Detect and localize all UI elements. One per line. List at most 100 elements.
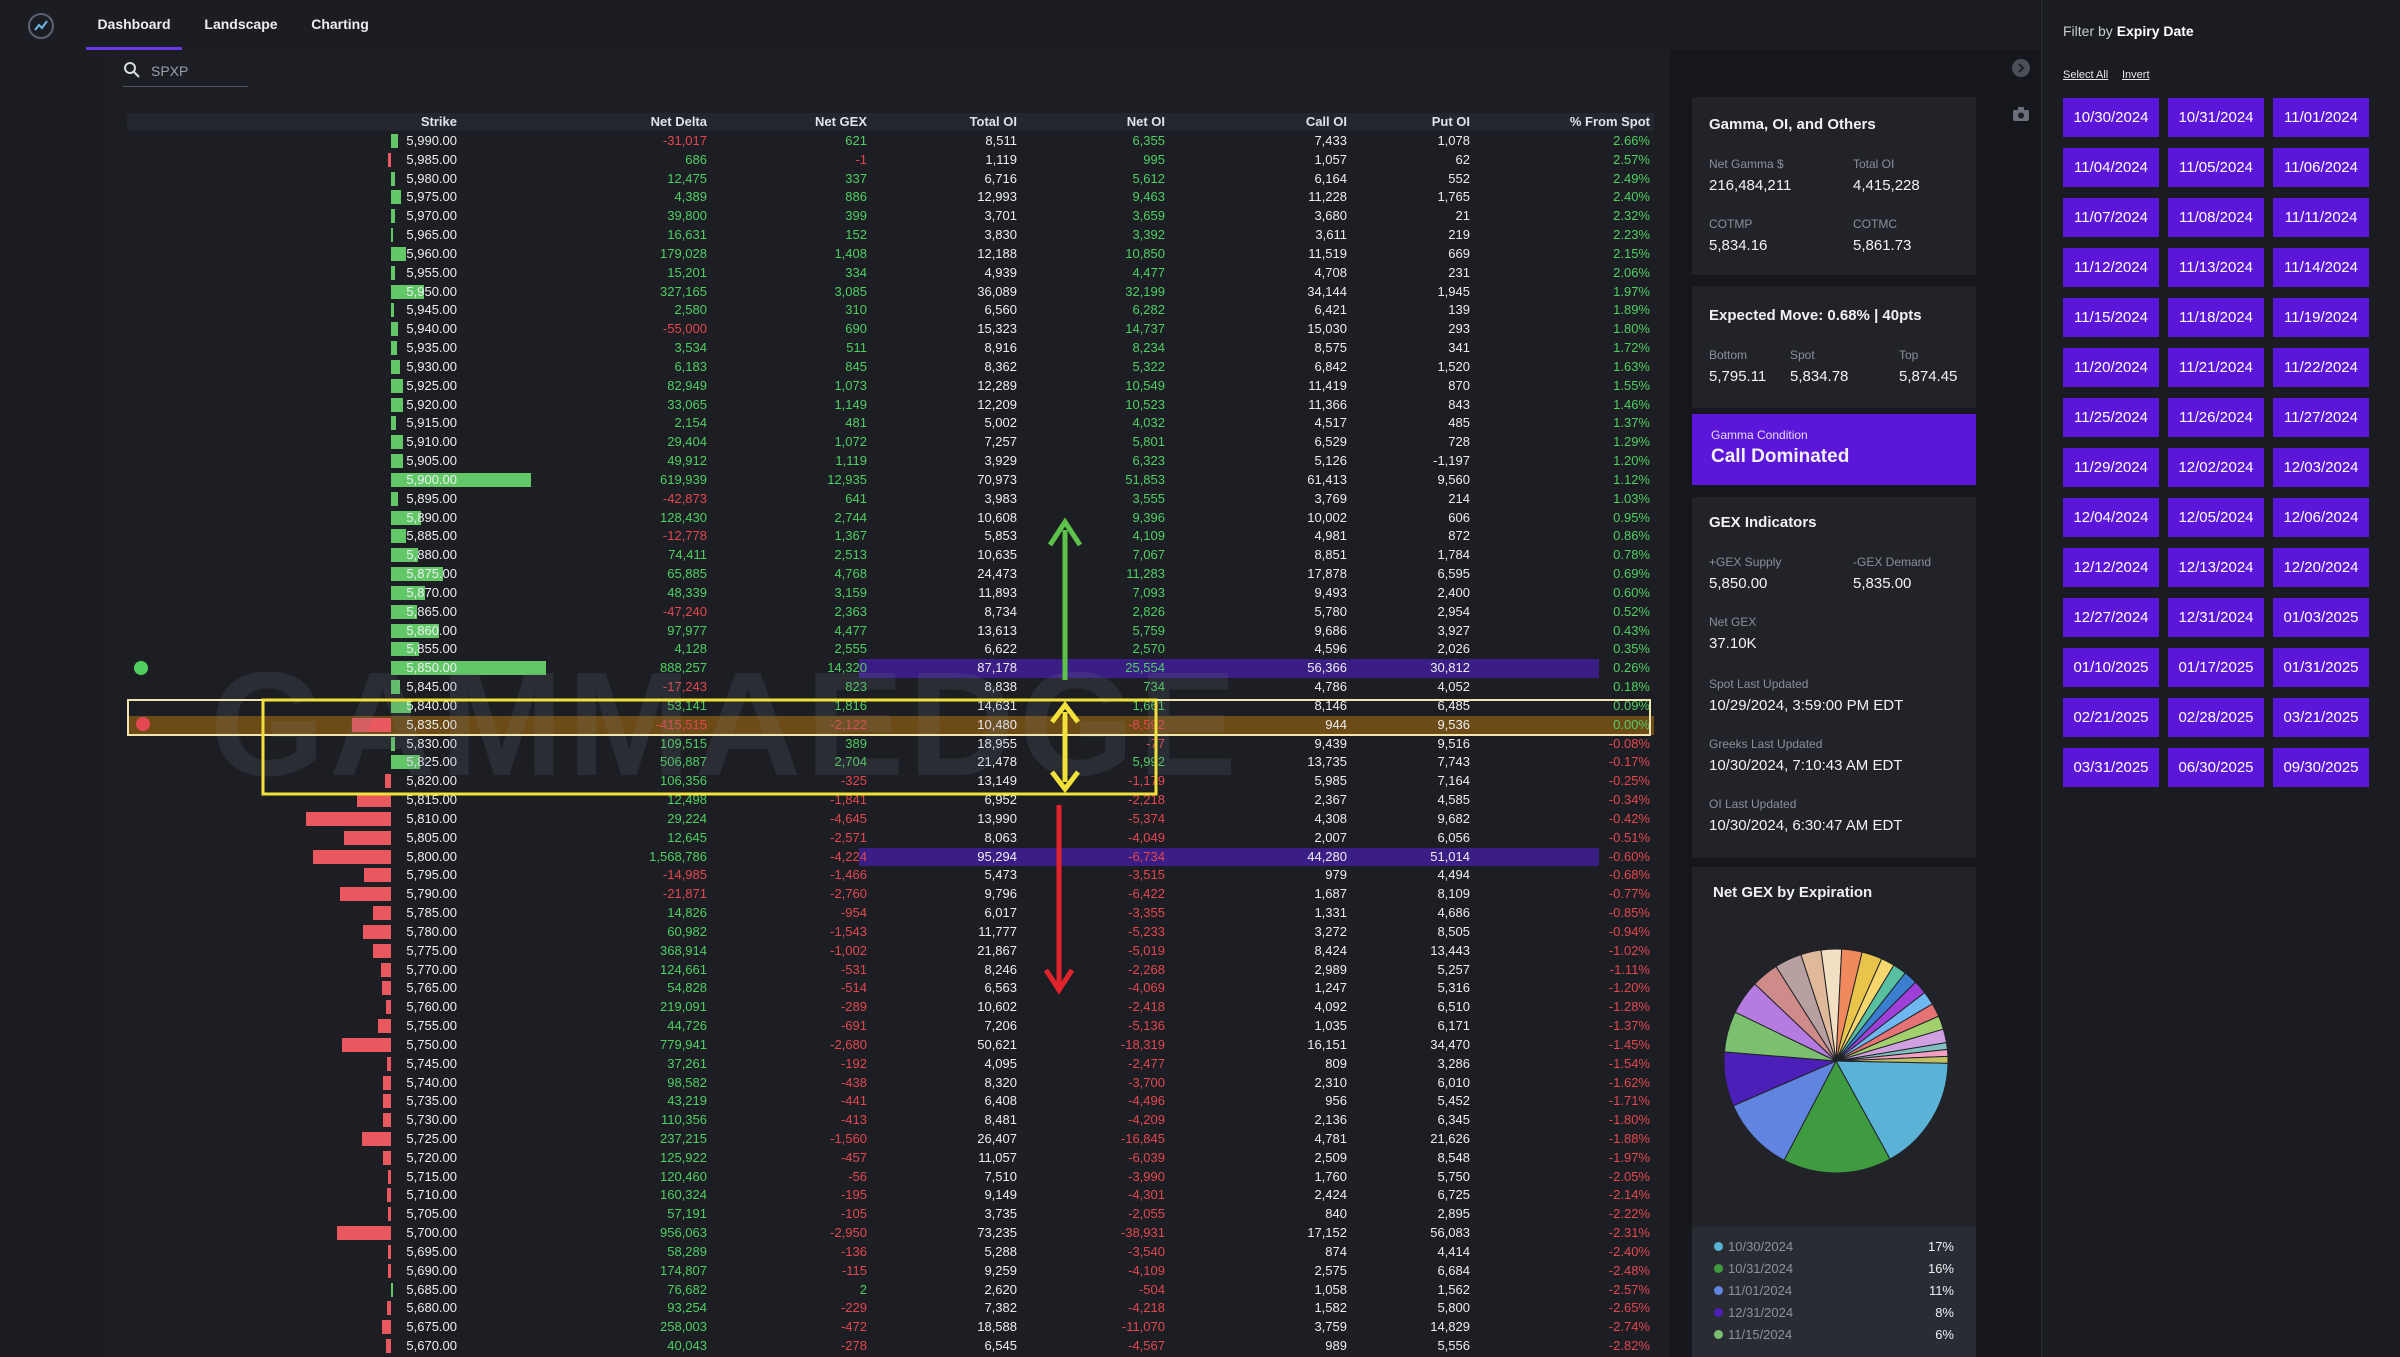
expiry-date-button[interactable]: 11/11/2024 [2273, 198, 2369, 237]
expiry-date-button[interactable]: 12/12/2024 [2063, 548, 2159, 587]
table-row[interactable]: 5,675.00 258,003 -472 18,588 -11,070 3,759 14,… [127, 1318, 1654, 1337]
table-row[interactable]: 5,680.00 93,254 -229 7,382 -4,218 1,582 5,800 -… [127, 1299, 1654, 1318]
select-all-link[interactable]: Select All [2063, 69, 2109, 81]
table-row[interactable]: 5,980.00 12,475 337 6,716 5,612 6,164 552 2.49% [127, 170, 1654, 189]
legend-item[interactable]: 11/15/2024 6% [1714, 1325, 1954, 1345]
table-row[interactable]: 5,735.00 43,219 -441 6,408 -4,496 956 5,452 -1.… [127, 1092, 1654, 1111]
expiry-date-button[interactable]: 12/04/2024 [2063, 498, 2159, 537]
expiry-date-button[interactable]: 12/02/2024 [2168, 448, 2264, 487]
column-header-net-delta[interactable]: Net Delta [650, 114, 707, 129]
table-row[interactable]: 5,740.00 98,582 -438 8,320 -3,700 2,310 6,010 -… [127, 1074, 1654, 1093]
table-row[interactable]: 5,805.00 12,645 -2,571 8,063 -4,049 2,007 6,05… [127, 829, 1654, 848]
table-row[interactable]: 5,940.00 -55,000 690 15,323 14,737 15,030 293 1… [127, 320, 1654, 339]
table-row[interactable]: 5,985.00 686 -1 1,119 995 1,057 62 2.57% [127, 151, 1654, 170]
expiry-date-button[interactable]: 06/30/2025 [2168, 748, 2264, 787]
column-header-strike[interactable]: Strike [420, 114, 457, 129]
expiry-date-button[interactable]: 12/31/2024 [2168, 598, 2264, 637]
table-row[interactable]: 5,715.00 120,460 -56 7,510 -3,990 1,760 5,750 -… [127, 1168, 1654, 1187]
table-row[interactable]: 5,695.00 58,289 -136 5,288 -3,540 874 4,414 -2.… [127, 1243, 1654, 1262]
expiry-date-button[interactable]: 11/05/2024 [2168, 148, 2264, 187]
table-row[interactable]: 5,800.00 1,568,786 -4,224 95,294 -6,734 44,28… [127, 847, 1654, 867]
expiry-date-button[interactable]: 03/31/2025 [2063, 748, 2159, 787]
pie-slice[interactable] [1835, 1055, 1949, 1064]
expiry-date-button[interactable]: 11/22/2024 [2273, 348, 2369, 387]
table-row[interactable]: 5,890.00 128,430 2,744 10,608 9,396 10,002 606… [127, 509, 1654, 528]
column-header-net-oi[interactable]: Net OI [1126, 114, 1165, 129]
table-row[interactable]: 5,845.00 -17,243 823 8,838 734 4,786 4,052 0.18… [127, 678, 1654, 697]
expiry-date-button[interactable]: 09/30/2025 [2273, 748, 2369, 787]
table-row[interactable]: 5,810.00 29,224 -4,645 13,990 -5,374 4,308 9,6… [127, 810, 1654, 829]
table-row[interactable]: 5,900.00 619,939 12,935 70,973 51,853 61,413 9… [127, 471, 1654, 490]
column-header-put-oi[interactable]: Put OI [1431, 114, 1470, 129]
table-row[interactable]: 5,730.00 110,356 -413 8,481 -4,209 2,136 6,345… [127, 1111, 1654, 1130]
expiry-date-button[interactable]: 03/21/2025 [2273, 698, 2369, 737]
table-row[interactable]: 5,790.00 -21,871 -2,760 9,796 -6,422 1,687 8,1… [127, 885, 1654, 904]
table-row[interactable]: 5,970.00 39,800 399 3,701 3,659 3,680 21 2.32% [127, 207, 1654, 226]
table-row[interactable]: 5,785.00 14,826 -954 6,017 -3,355 1,331 4,686 -… [127, 904, 1654, 923]
expiry-date-button[interactable]: 11/12/2024 [2063, 248, 2159, 287]
table-row[interactable]: 5,950.00 327,165 3,085 36,089 32,199 34,144 1,… [127, 283, 1654, 302]
table-row[interactable]: 5,760.00 219,091 -289 10,602 -2,418 4,092 6,51… [127, 998, 1654, 1017]
expiry-date-button[interactable]: 11/13/2024 [2168, 248, 2264, 287]
table-row[interactable]: 5,685.00 76,682 2 2,620 -504 1,058 1,562 -2.57% [127, 1281, 1654, 1300]
expiry-date-button[interactable]: 11/18/2024 [2168, 298, 2264, 337]
expiry-date-button[interactable]: 11/29/2024 [2063, 448, 2159, 487]
expiry-date-button[interactable]: 01/17/2025 [2168, 648, 2264, 687]
pie-slice[interactable] [1835, 1060, 1949, 1160]
column-header-pct-from-spot[interactable]: % From Spot [1569, 114, 1650, 129]
expiry-date-button[interactable]: 02/21/2025 [2063, 698, 2159, 737]
table-row[interactable]: 5,825.00 506,887 2,704 21,478 5,992 13,735 7,7… [127, 753, 1654, 772]
expiry-date-button[interactable]: 12/13/2024 [2168, 548, 2264, 587]
legend-item[interactable]: 10/30/2024 17% [1714, 1237, 1954, 1257]
expiry-date-button[interactable]: 12/03/2024 [2273, 448, 2369, 487]
table-row[interactable]: 5,945.00 2,580 310 6,560 6,282 6,421 139 1.89% [127, 301, 1654, 320]
legend-item[interactable]: 12/31/2024 8% [1714, 1303, 1954, 1323]
table-row[interactable]: 5,920.00 33,065 1,149 12,209 10,523 11,366 843… [127, 396, 1654, 415]
expiry-date-button[interactable]: 11/14/2024 [2273, 248, 2369, 287]
table-row[interactable]: 5,885.00 -12,778 1,367 5,853 4,109 4,981 872 0.… [127, 527, 1654, 546]
trend-logo-icon[interactable] [28, 13, 54, 39]
table-row[interactable]: 5,725.00 237,215 -1,560 26,407 -16,845 4,781 2… [127, 1130, 1654, 1149]
table-row[interactable]: 5,850.00 888,257 14,320 87,178 25,554 56,366 3… [127, 659, 1654, 679]
expiry-date-button[interactable]: 11/06/2024 [2273, 148, 2369, 187]
expiry-date-button[interactable]: 02/28/2025 [2168, 698, 2264, 737]
table-row[interactable]: 5,865.00 -47,240 2,363 8,734 2,826 5,780 2,954… [127, 603, 1654, 622]
expiry-date-button[interactable]: 12/05/2024 [2168, 498, 2264, 537]
ticker-search[interactable] [123, 57, 248, 87]
table-row[interactable]: 5,815.00 12,498 -1,841 6,952 -2,218 2,367 4,58… [127, 791, 1654, 810]
table-row[interactable]: 5,770.00 124,661 -531 8,246 -2,268 2,989 5,257… [127, 961, 1654, 980]
expiry-date-button[interactable]: 01/03/2025 [2273, 598, 2369, 637]
table-row[interactable]: 5,915.00 2,154 481 5,002 4,032 4,517 485 1.37% [127, 414, 1654, 433]
table-row[interactable]: 5,975.00 4,389 886 12,993 9,463 11,228 1,765 2.… [127, 188, 1654, 207]
table-row[interactable]: 5,965.00 16,631 152 3,830 3,392 3,611 219 2.23% [127, 226, 1654, 245]
invert-link[interactable]: Invert [2122, 69, 2150, 81]
legend-item[interactable]: 10/31/2024 16% [1714, 1259, 1954, 1279]
column-header-call-oi[interactable]: Call OI [1305, 114, 1347, 129]
table-row[interactable]: 5,990.00 -31,017 621 8,511 6,355 7,433 1,078 2.… [127, 132, 1654, 151]
expiry-date-button[interactable]: 11/25/2024 [2063, 398, 2159, 437]
table-row[interactable]: 5,960.00 179,028 1,408 12,188 10,850 11,519 66… [127, 245, 1654, 264]
expiry-date-button[interactable]: 11/01/2024 [2273, 98, 2369, 137]
expiry-date-button[interactable]: 01/10/2025 [2063, 648, 2159, 687]
table-row[interactable]: 5,855.00 4,128 2,555 6,622 2,570 4,596 2,026 0.… [127, 640, 1654, 659]
expiry-date-button[interactable]: 12/20/2024 [2273, 548, 2369, 587]
table-row[interactable]: 5,690.00 174,807 -115 9,259 -4,109 2,575 6,684… [127, 1262, 1654, 1281]
table-row[interactable]: 5,705.00 57,191 -105 3,735 -2,055 840 2,895 -2.… [127, 1205, 1654, 1224]
table-row[interactable]: 5,755.00 44,726 -691 7,206 -5,136 1,035 6,171 -… [127, 1017, 1654, 1036]
table-row[interactable]: 5,835.00 -415,515 -2,122 10,480 -8,592 944 9,5… [127, 715, 1654, 735]
table-row[interactable]: 5,745.00 37,261 -192 4,095 -2,477 809 3,286 -1.… [127, 1055, 1654, 1074]
expiry-date-button[interactable]: 12/27/2024 [2063, 598, 2159, 637]
expiry-date-button[interactable]: 11/07/2024 [2063, 198, 2159, 237]
table-row[interactable]: 5,670.00 40,043 -278 6,545 -4,567 989 5,556 -2.… [127, 1337, 1654, 1356]
expiry-date-button[interactable]: 10/30/2024 [2063, 98, 2159, 137]
table-row[interactable]: 5,880.00 74,411 2,513 10,635 7,067 8,851 1,784… [127, 546, 1654, 565]
table-row[interactable]: 5,780.00 60,982 -1,543 11,777 -5,233 3,272 8,5… [127, 923, 1654, 942]
table-row[interactable]: 5,840.00 53,141 1,816 14,631 1,661 8,146 6,485… [127, 697, 1654, 716]
chevron-right-icon[interactable] [2011, 58, 2031, 78]
table-row[interactable]: 5,775.00 368,914 -1,002 21,867 -5,019 8,424 13… [127, 942, 1654, 961]
table-row[interactable]: 5,720.00 125,922 -457 11,057 -6,039 2,509 8,54… [127, 1149, 1654, 1168]
search-input[interactable] [151, 61, 246, 81]
table-row[interactable]: 5,830.00 109,515 389 18,955 -77 9,439 9,516 -0.… [127, 735, 1654, 754]
expiry-date-button[interactable]: 11/27/2024 [2273, 398, 2369, 437]
table-row[interactable]: 5,875.00 65,885 4,768 24,473 11,283 17,878 6,5… [127, 565, 1654, 584]
